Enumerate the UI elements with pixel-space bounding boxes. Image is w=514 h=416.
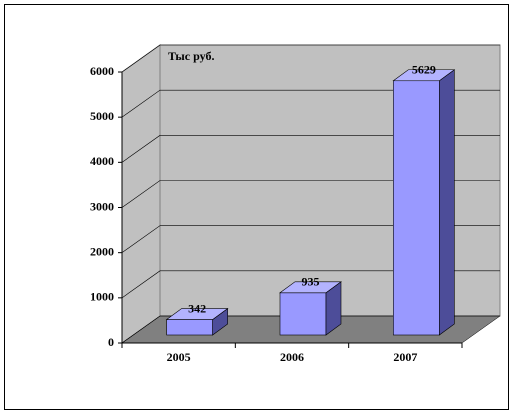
value-label: 5629 xyxy=(412,63,436,77)
grid-line xyxy=(121,89,500,118)
grid xyxy=(121,44,500,344)
x-tick-label: 2005 xyxy=(167,350,191,364)
grid-line xyxy=(121,44,500,73)
annotation: Тыс руб. xyxy=(168,49,214,63)
y-tick-label: 1000 xyxy=(90,290,114,304)
y-tick-label: 6000 xyxy=(90,64,114,78)
bar-top xyxy=(279,281,342,294)
y-tick-label: 0 xyxy=(108,335,114,349)
y-tick-label: 5000 xyxy=(90,109,114,123)
grid-line xyxy=(121,315,500,344)
value-label: 342 xyxy=(188,301,206,315)
grid-line xyxy=(121,225,500,253)
value-label: 935 xyxy=(302,275,320,289)
bar-front xyxy=(166,319,213,336)
grid-line xyxy=(121,135,500,163)
x-tick-label: 2006 xyxy=(280,350,304,364)
y-tick-label: 2000 xyxy=(90,244,114,258)
bar-side xyxy=(439,69,455,336)
bar-front xyxy=(279,292,327,336)
bars xyxy=(165,69,456,336)
y-tick-label: 4000 xyxy=(90,154,114,168)
bar-top xyxy=(165,308,229,320)
y-tick-label: 3000 xyxy=(90,199,114,213)
bar-front xyxy=(393,80,440,336)
x-tick-label: 2007 xyxy=(393,350,417,364)
bar-top xyxy=(392,69,456,82)
grid-line xyxy=(121,180,500,208)
grid-line xyxy=(121,270,500,299)
